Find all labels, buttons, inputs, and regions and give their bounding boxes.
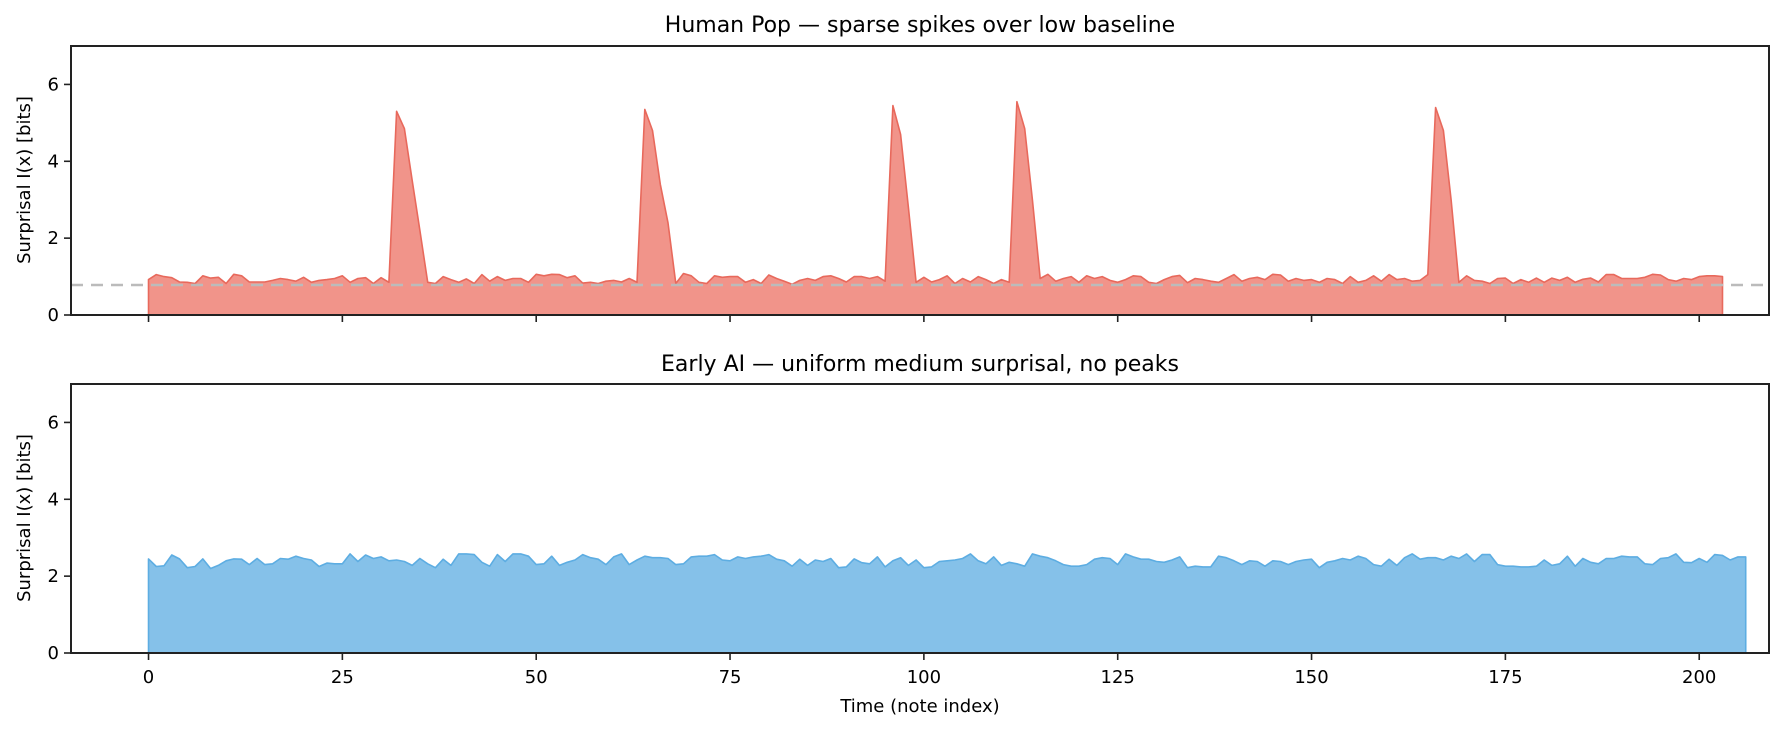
x-tick-label: 0 xyxy=(143,667,154,688)
x-tick-label: 175 xyxy=(1488,667,1522,688)
x-ticks: 0 25 50 75 100 125 150 175 200 xyxy=(143,653,1716,688)
x-tick-label: 25 xyxy=(331,667,354,688)
y-axis-label: Surprisal I(x) [bits] xyxy=(14,96,35,264)
axes-frame xyxy=(70,45,1770,316)
y-tick-label: 4 xyxy=(48,151,59,172)
panel-early-ai: Early AI — uniform medium surprisal, no … xyxy=(14,352,1770,717)
x-tick-label: 150 xyxy=(1294,667,1328,688)
x-tick-label: 50 xyxy=(525,667,548,688)
y-tick-label: 4 xyxy=(48,489,59,510)
y-tick-label: 0 xyxy=(48,305,59,326)
panel-title: Early AI — uniform medium surprisal, no … xyxy=(661,352,1179,377)
y-tick-label: 6 xyxy=(48,74,59,95)
x-axis-label: Time (note index) xyxy=(839,696,999,717)
ai-surprisal-area xyxy=(147,553,1747,654)
y-ticks: 0 2 4 6 xyxy=(48,74,71,326)
x-tick-label: 200 xyxy=(1682,667,1716,688)
y-tick-label: 0 xyxy=(48,643,59,664)
x-tick-label: 125 xyxy=(1101,667,1135,688)
y-tick-label: 2 xyxy=(48,228,59,249)
y-ticks: 0 2 4 6 xyxy=(48,412,71,664)
x-tick-label: 100 xyxy=(907,667,941,688)
y-tick-label: 2 xyxy=(48,566,59,587)
x-tick-label: 75 xyxy=(719,667,742,688)
y-tick-label: 6 xyxy=(48,412,59,433)
axes-frame xyxy=(70,383,1770,654)
x-ticks xyxy=(147,315,1701,322)
panel-title: Human Pop — sparse spikes over low basel… xyxy=(665,13,1175,38)
y-axis-label: Surprisal I(x) [bits] xyxy=(14,434,35,602)
panel-human-pop: Human Pop — sparse spikes over low basel… xyxy=(14,13,1770,326)
human-surprisal-area xyxy=(147,100,1724,316)
